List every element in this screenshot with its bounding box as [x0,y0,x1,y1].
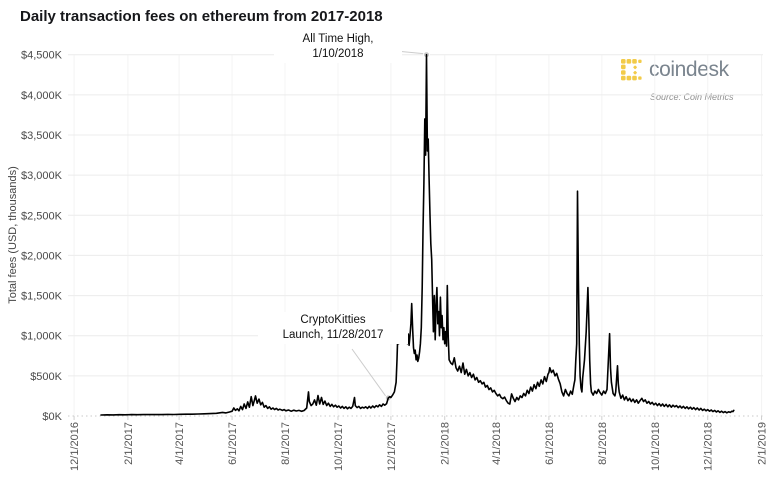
svg-text:$3,500K: $3,500K [21,130,63,142]
svg-text:$2,500K: $2,500K [21,210,63,222]
svg-text:12/1/2017: 12/1/2017 [386,422,398,471]
svg-text:6/1/2018: 6/1/2018 [544,422,556,465]
source-credit: Source: Coin Metrics [650,92,734,102]
annotation-cryptokitties: CryptoKitties Launch, 11/28/2017 [258,312,408,344]
svg-text:$1,500K: $1,500K [21,291,63,303]
svg-text:2/1/2018: 2/1/2018 [440,422,452,465]
annotation-all-time-high-line2: 1/10/2018 [312,47,364,60]
svg-text:12/1/2018: 12/1/2018 [703,422,715,471]
chart-title: Daily transaction fees on ethereum from … [20,8,383,25]
svg-text:Total fees (USD, thousands): Total fees (USD, thousands) [7,166,19,304]
svg-text:$1,000K: $1,000K [21,331,63,343]
coindesk-logo-icon [621,59,643,81]
svg-text:2/1/2017: 2/1/2017 [123,422,135,465]
coindesk-logo-text: coindesk [649,58,729,81]
annotation-all-time-high-line1: All Time High, [302,33,374,45]
svg-text:$3,000K: $3,000K [21,170,63,182]
svg-text:$0K: $0K [42,411,62,423]
svg-text:$500K: $500K [30,371,62,383]
svg-text:10/1/2018: 10/1/2018 [650,422,662,471]
annotation-all-time-high: All Time High, 1/10/2018 [274,31,402,63]
svg-text:8/1/2018: 8/1/2018 [597,422,609,465]
svg-text:$2,000K: $2,000K [21,250,63,262]
svg-text:$4,000K: $4,000K [21,90,63,102]
svg-text:4/1/2017: 4/1/2017 [174,422,186,465]
svg-text:10/1/2017: 10/1/2017 [333,422,345,471]
annotation-cryptokitties-line1: CryptoKitties [300,314,366,326]
svg-text:2/1/2019: 2/1/2019 [757,422,769,465]
svg-text:6/1/2017: 6/1/2017 [227,422,239,465]
coindesk-logo: coindesk [621,58,729,82]
svg-text:12/1/2016: 12/1/2016 [69,422,81,471]
annotation-cryptokitties-line2: Launch, 11/28/2017 [282,328,384,341]
svg-text:4/1/2018: 4/1/2018 [491,422,503,465]
svg-text:$4,500K: $4,500K [21,50,63,62]
svg-text:8/1/2017: 8/1/2017 [280,422,292,465]
